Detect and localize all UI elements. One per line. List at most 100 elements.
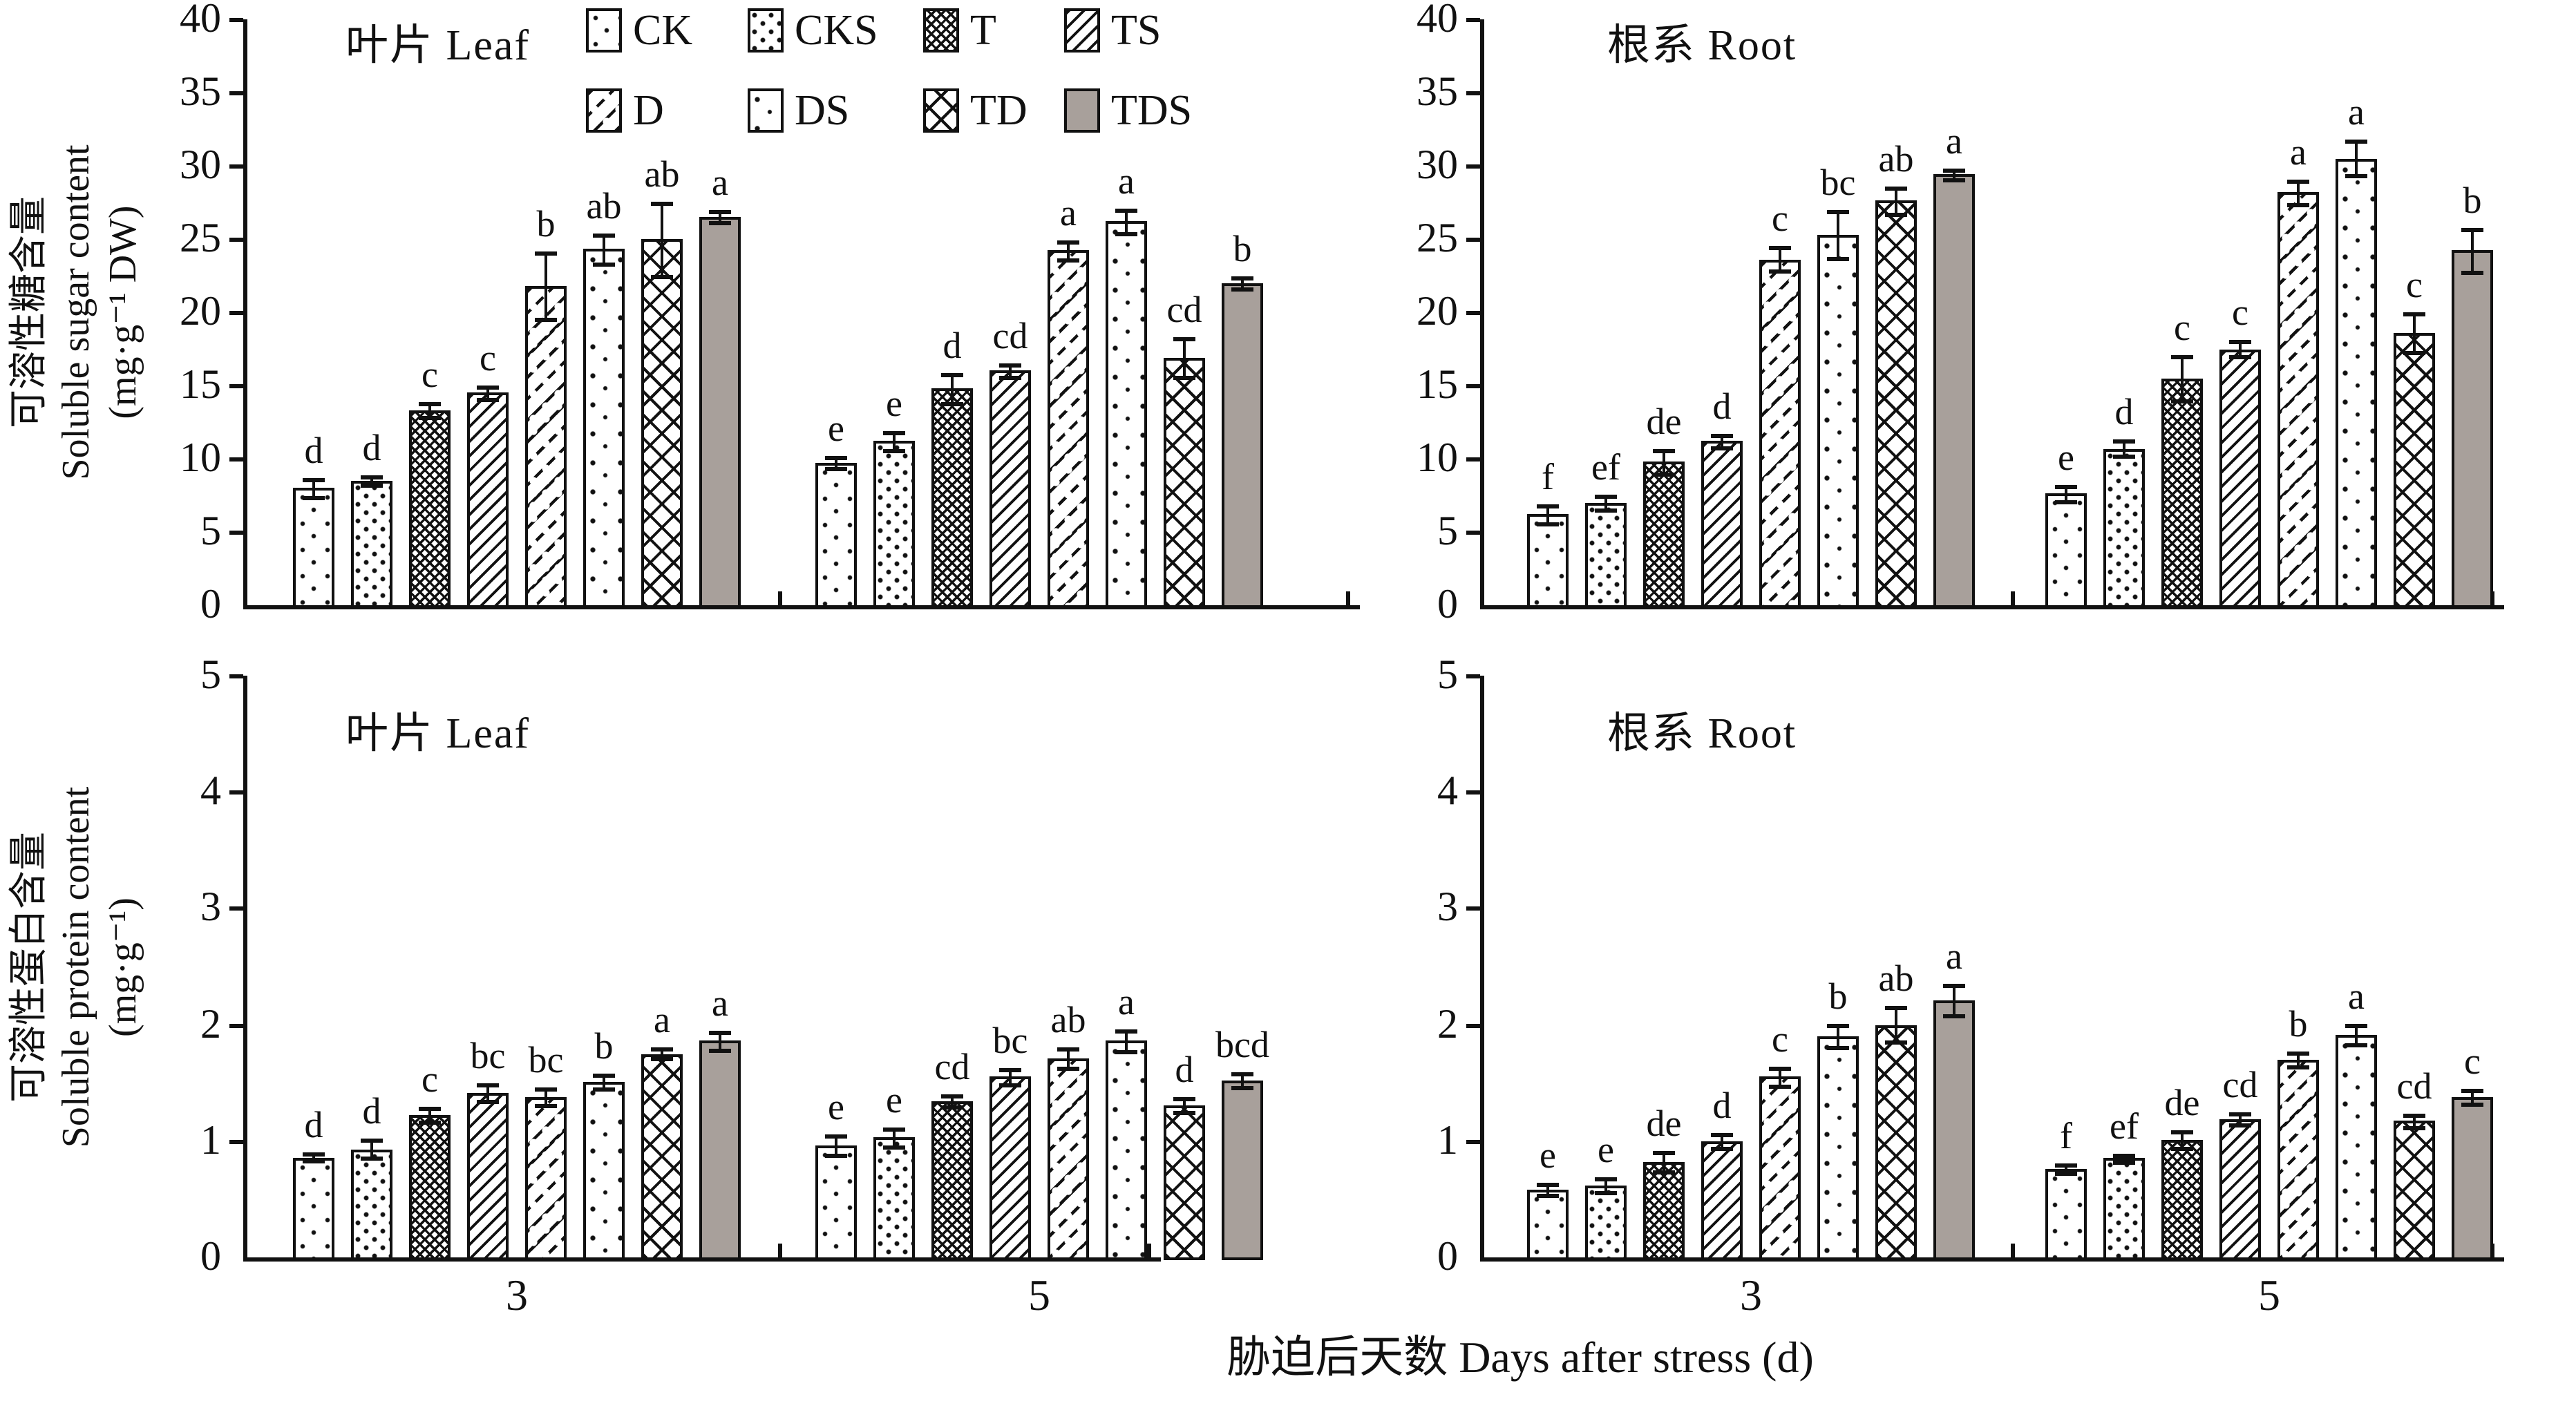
panel-leaf-sugar-y-tick-label: 0 (200, 582, 221, 627)
sig-letter: ab (1050, 999, 1086, 1041)
panel-leaf-sugar-y-tick (229, 238, 243, 242)
panel-root-sugar-title: 根系 Root (1607, 21, 1797, 69)
legend-label: TS (1111, 6, 1162, 54)
sig-letter: ab (644, 153, 680, 194)
panel-root-sugar-y-tick (1466, 531, 1480, 535)
error-cap-top (1231, 276, 1253, 280)
error-cap-top (825, 456, 847, 461)
error-cap-top (303, 1152, 325, 1157)
panel-root-protein-axis-divider-tick (2011, 1244, 2015, 1257)
panel-leaf-sugar-y-tick (229, 311, 243, 315)
sig-letter: e (828, 1086, 844, 1128)
error-cap-top (2113, 1153, 2135, 1158)
sig-letter: c (422, 1058, 438, 1101)
legend-label: TDS (1111, 86, 1193, 134)
bar-leaf-protein-day5-t (931, 1101, 973, 1260)
bar-leaf-sugar-day5-d (1048, 250, 1089, 608)
error-cap-top (883, 1127, 905, 1132)
bar-leaf-sugar-day5-ck (815, 463, 857, 608)
sig-letter: b (2463, 179, 2482, 221)
bar-leaf-sugar-day3-ds (583, 249, 625, 608)
sig-letter: c (2464, 1040, 2481, 1082)
error-bar (1241, 1073, 1244, 1088)
error-cap-bottom (941, 1105, 963, 1110)
legend-label: CK (633, 6, 693, 54)
bar-root-protein-day3-t (1643, 1161, 1685, 1260)
error-bar (603, 1074, 605, 1089)
sig-letter: bc (528, 1038, 564, 1081)
bar-leaf-protein-day5-ck (815, 1145, 857, 1260)
error-cap-top (1595, 1177, 1617, 1181)
sig-letter: e (886, 382, 902, 424)
bar-root-sugar-day3-td (1875, 200, 1917, 608)
error-cap-top (419, 401, 441, 406)
error-cap-top (1173, 337, 1195, 342)
bar-leaf-protein-day5-tds (1222, 1081, 1263, 1260)
panel-root-protein-title: 根系 Root (1607, 709, 1797, 757)
error-cap-top (1885, 186, 1907, 191)
bar-root-protein-day3-tds (1933, 1000, 1975, 1260)
legend-swatch-ds-icon (748, 88, 784, 133)
error-cap-bottom (1653, 1170, 1675, 1174)
bar-leaf-sugar-day3-cks (351, 480, 392, 608)
bar-root-sugar-day3-ck (1527, 514, 1569, 608)
error-cap-top (2055, 485, 2077, 490)
sig-letter: c (2232, 292, 2248, 334)
error-cap-top (361, 475, 383, 480)
sig-letter: d (1712, 386, 1732, 428)
bar-root-sugar-day5-td (2394, 332, 2435, 608)
error-cap-top (535, 1087, 557, 1092)
error-bar (2181, 356, 2184, 401)
sig-letter: ef (1591, 446, 1620, 488)
bar-leaf-protein-day3-cks (351, 1149, 392, 1260)
sig-letter: b (1828, 976, 1848, 1018)
error-cap-top (651, 201, 673, 205)
bar-root-sugar-day5-cks (2103, 448, 2145, 608)
error-bar (1125, 1030, 1128, 1052)
panel-leaf-sugar-y-tick-label: 5 (200, 508, 221, 554)
legend-swatch-cks-icon (748, 8, 784, 53)
error-bar (1125, 209, 1128, 234)
panel-root-protein-x-tick-label: 5 (2258, 1270, 2280, 1320)
error-bar (1837, 211, 1839, 258)
error-cap-top (1595, 495, 1617, 500)
bar-root-sugar-day5-t (2161, 378, 2203, 608)
bar-leaf-sugar-day5-t (931, 388, 973, 608)
panel-root-protein-y-tick (1466, 1139, 1480, 1144)
sig-letter: c (422, 353, 438, 395)
error-cap-bottom (2287, 1065, 2309, 1069)
bar-root-protein-day5-tds (2452, 1096, 2493, 1260)
sig-letter: e (2058, 437, 2074, 479)
bar-root-sugar-day3-tds (1933, 174, 1975, 608)
error-cap-top (1943, 983, 1965, 988)
bar-leaf-sugar-day5-ts (989, 370, 1031, 608)
error-cap-top (1231, 1072, 1253, 1076)
panel-leaf-sugar-y-tick-label: 25 (180, 216, 221, 261)
panel-leaf-sugar-y-tick (229, 91, 243, 95)
legend-swatch-d-icon (586, 88, 622, 133)
error-bar (661, 1049, 663, 1059)
error-bar (1183, 1098, 1186, 1112)
bar-leaf-sugar-day3-t (409, 410, 451, 608)
error-bar (835, 1136, 837, 1155)
error-bar (2181, 1132, 2184, 1148)
bar-leaf-sugar-day3-td (641, 239, 683, 608)
panel-leaf-sugar-axis-divider-tick (1346, 591, 1350, 605)
bar-leaf-protein-day3-t (409, 1115, 451, 1260)
bar-root-protein-day5-d (2277, 1059, 2319, 1260)
error-bar (2239, 1113, 2242, 1125)
error-cap-bottom (1711, 1146, 1733, 1151)
error-cap-bottom (883, 1145, 905, 1150)
error-bar (1895, 1007, 1897, 1043)
error-cap-bottom (1173, 1110, 1195, 1115)
error-cap-top (2055, 1163, 2077, 1168)
error-cap-bottom (883, 448, 905, 453)
panel-root-sugar-y-tick (1466, 238, 1480, 242)
bar-leaf-protein-day3-d (525, 1096, 567, 1260)
error-cap-bottom (941, 401, 963, 406)
error-bar (312, 479, 315, 497)
bar-leaf-sugar-day5-td (1164, 357, 1205, 608)
panel-root-sugar-y-tick-label: 25 (1417, 216, 1458, 261)
error-bar (370, 1139, 373, 1159)
error-bar (544, 252, 547, 320)
